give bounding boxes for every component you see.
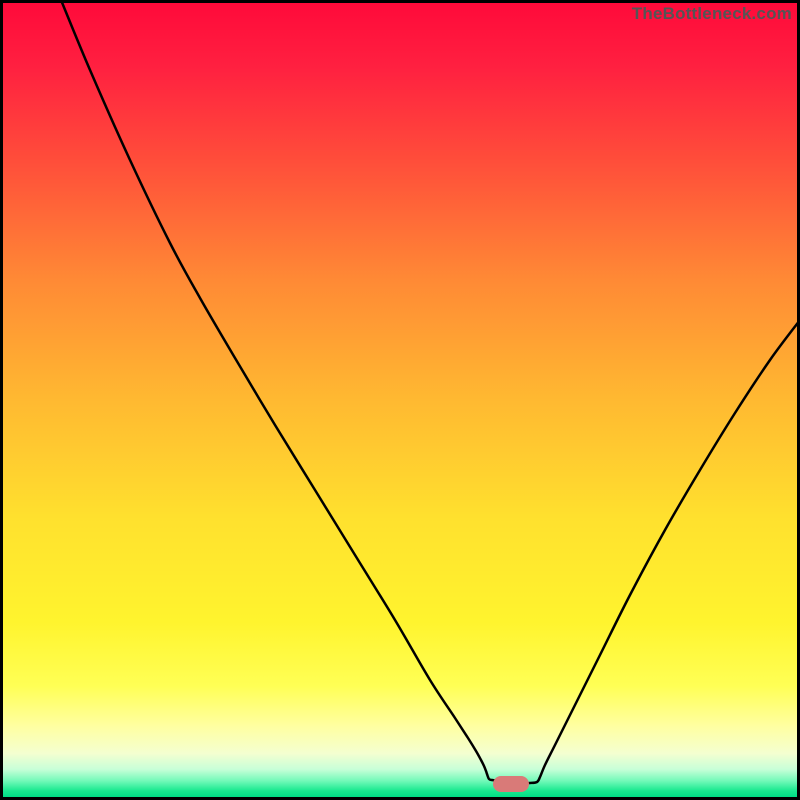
bottleneck-chart: TheBottleneck.com	[0, 0, 800, 800]
watermark-text: TheBottleneck.com	[632, 4, 792, 24]
optimal-marker	[493, 776, 529, 792]
plot-border	[0, 0, 800, 800]
